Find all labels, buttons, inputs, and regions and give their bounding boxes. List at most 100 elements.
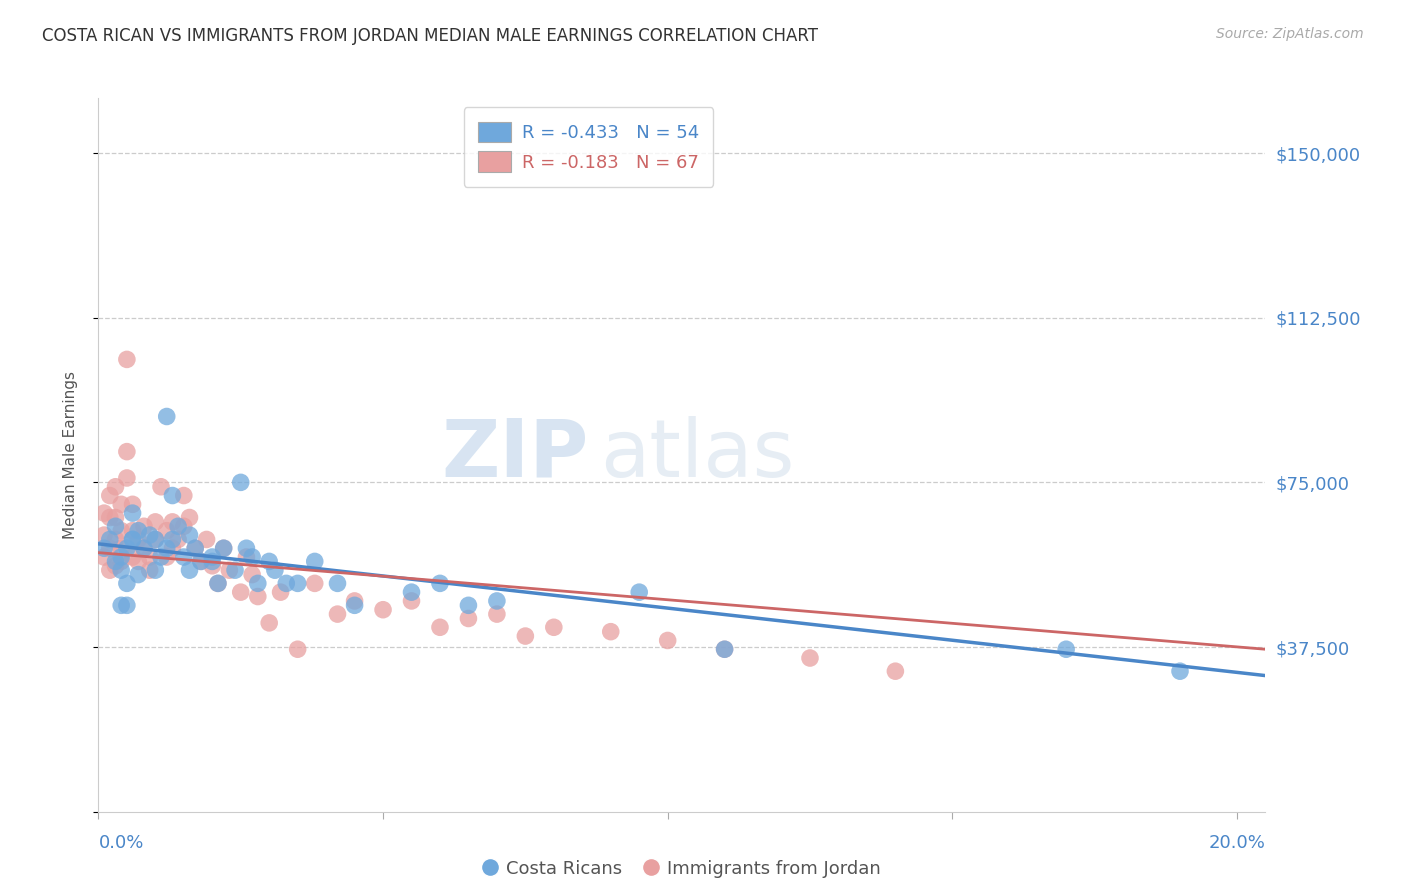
Point [104, 510, 127, 524]
Point [257, 554, 280, 568]
Point [543, 620, 565, 634]
Point [104, 480, 127, 494]
Point [121, 533, 143, 547]
Point [201, 554, 224, 568]
Point [229, 475, 252, 490]
Point [150, 549, 173, 564]
Point [240, 567, 263, 582]
Point [138, 563, 160, 577]
Point [246, 590, 269, 604]
Point [485, 607, 508, 621]
Point [173, 519, 195, 533]
Point [104, 533, 127, 547]
Point [246, 576, 269, 591]
Point [110, 554, 132, 568]
Point [98, 489, 121, 503]
Point [304, 554, 326, 568]
Point [110, 524, 132, 538]
Point [713, 642, 735, 657]
Point [104, 519, 127, 533]
Point [401, 594, 423, 608]
Point [184, 541, 207, 556]
Point [287, 642, 309, 657]
Point [287, 576, 309, 591]
Point [132, 541, 155, 556]
Text: 20.0%: 20.0% [1209, 834, 1265, 852]
Point [104, 558, 127, 573]
Text: Source: ZipAtlas.com: Source: ZipAtlas.com [1216, 27, 1364, 41]
Point [515, 629, 537, 643]
Point [179, 510, 201, 524]
Point [167, 519, 190, 533]
Point [121, 506, 143, 520]
Point [884, 664, 907, 678]
Point [115, 541, 138, 556]
Point [162, 515, 184, 529]
Point [127, 524, 149, 538]
Point [190, 554, 212, 568]
Point [457, 611, 479, 625]
Point [212, 541, 235, 556]
Point [156, 409, 179, 424]
Point [371, 603, 394, 617]
Point [195, 533, 218, 547]
Point [257, 615, 280, 630]
Text: COSTA RICAN VS IMMIGRANTS FROM JORDAN MEDIAN MALE EARNINGS CORRELATION CHART: COSTA RICAN VS IMMIGRANTS FROM JORDAN ME… [42, 27, 818, 45]
Point [98, 541, 121, 556]
Point [110, 563, 132, 577]
Point [343, 594, 366, 608]
Point [264, 563, 287, 577]
Point [162, 489, 184, 503]
Point [235, 541, 257, 556]
Point [162, 533, 184, 547]
Point [173, 549, 195, 564]
Point [150, 480, 173, 494]
Point [599, 624, 621, 639]
Point [326, 576, 349, 591]
Y-axis label: Median Male Earnings: Median Male Earnings [63, 371, 77, 539]
Point [179, 563, 201, 577]
Point [121, 549, 143, 564]
Point [343, 599, 366, 613]
Point [304, 576, 326, 591]
Point [115, 352, 138, 367]
Point [127, 554, 149, 568]
Point [201, 549, 224, 564]
Point [98, 510, 121, 524]
Point [93, 528, 115, 542]
Point [799, 651, 821, 665]
Point [162, 541, 184, 556]
Point [1168, 664, 1191, 678]
Point [201, 558, 224, 573]
Point [132, 541, 155, 556]
Point [115, 599, 138, 613]
Point [657, 633, 679, 648]
Point [1054, 642, 1077, 657]
Point [229, 585, 252, 599]
Point [326, 607, 349, 621]
Point [276, 576, 298, 591]
Point [132, 519, 155, 533]
Point [218, 563, 240, 577]
Point [190, 554, 212, 568]
Point [173, 489, 195, 503]
Point [156, 541, 179, 556]
Point [270, 585, 292, 599]
Point [224, 563, 246, 577]
Point [207, 576, 229, 591]
Point [115, 471, 138, 485]
Point [121, 524, 143, 538]
Text: atlas: atlas [600, 416, 794, 494]
Point [121, 497, 143, 511]
Point [110, 541, 132, 556]
Point [115, 444, 138, 458]
Point [104, 554, 127, 568]
Point [143, 533, 166, 547]
Text: 0.0%: 0.0% [98, 834, 143, 852]
Point [110, 549, 132, 564]
Point [167, 533, 190, 547]
Point [628, 585, 651, 599]
Legend: Costa Ricans, Immigrants from Jordan: Costa Ricans, Immigrants from Jordan [475, 853, 889, 885]
Point [235, 549, 257, 564]
Point [179, 528, 201, 542]
